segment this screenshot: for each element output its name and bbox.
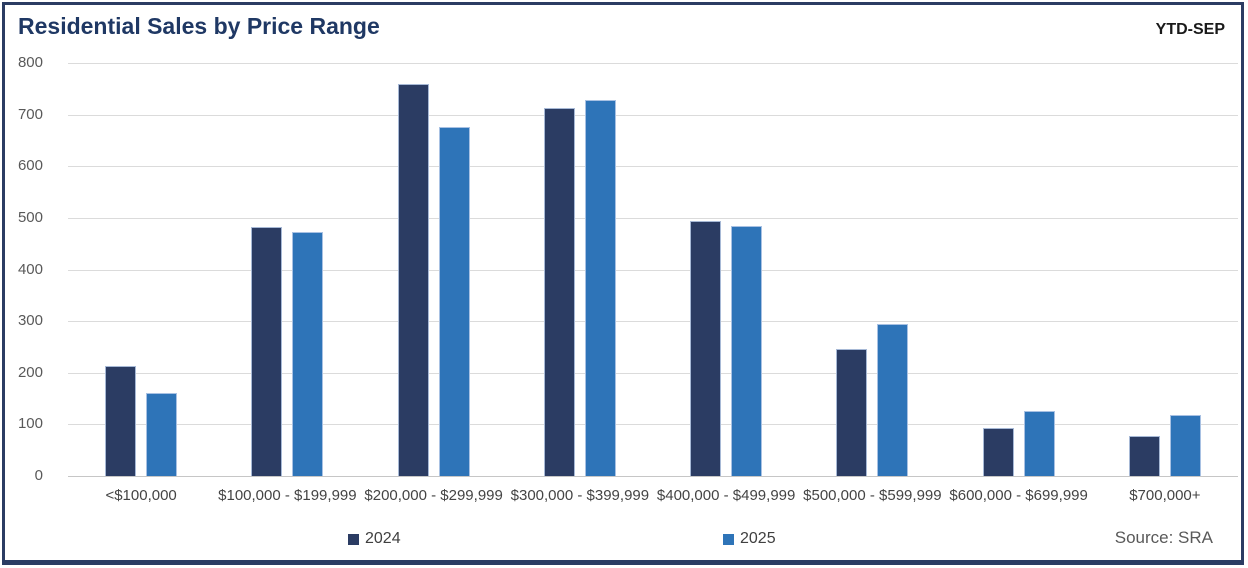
gridline-400 — [68, 269, 1238, 271]
x-category-label: $600,000 - $699,999 — [949, 487, 1088, 504]
y-tick-label: 700 — [17, 105, 43, 123]
y-tick-label: 500 — [17, 208, 43, 226]
y-tick-label: 300 — [17, 312, 43, 330]
bar-2025 — [877, 324, 909, 476]
gridline-800 — [68, 63, 1238, 64]
bar-2025 — [438, 126, 470, 476]
bar-group — [507, 63, 653, 476]
x-category-label: $100,000 - $199,999 — [218, 487, 357, 504]
bar-2024 — [690, 220, 722, 476]
y-tick-label: 200 — [17, 363, 43, 381]
x-category-label: $700,000+ — [1129, 487, 1201, 504]
bar-group — [1092, 63, 1238, 476]
bar-group — [653, 63, 799, 476]
gridline-200 — [68, 372, 1238, 374]
gridline-600 — [68, 166, 1238, 168]
source-label: Source: SRA — [1114, 528, 1213, 547]
y-tick-label: 600 — [17, 157, 43, 175]
y-tick-label: 400 — [17, 260, 43, 278]
gridline-0 — [68, 476, 1238, 477]
legend-swatch-icon — [348, 533, 359, 545]
bar-2025 — [1169, 415, 1201, 476]
bar-2024 — [1128, 435, 1160, 476]
bar-2024 — [397, 83, 429, 476]
x-category-label: $300,000 - $399,999 — [510, 487, 650, 504]
y-tick-label: 100 — [17, 415, 43, 433]
gridline-100 — [68, 424, 1238, 426]
x-axis: <$100,000 $100,000 - $199,999 $200,000 - $… — [68, 487, 1238, 504]
bar-2025 — [584, 100, 616, 476]
bar-2024 — [105, 366, 137, 476]
plot-area — [68, 63, 1238, 477]
bar-2025 — [146, 392, 178, 476]
bar-2025 — [292, 232, 324, 476]
period-label: YTD-SEP — [1155, 21, 1225, 38]
x-category-label: <$100,000 — [105, 487, 177, 504]
legend-label: 2024 — [365, 530, 401, 547]
bar-group — [361, 63, 507, 476]
bar-group — [214, 63, 360, 476]
x-category-label: $400,000 - $499,999 — [656, 487, 796, 504]
bar-group — [68, 63, 214, 476]
bar-2024 — [543, 107, 575, 476]
y-tick-label: 800 — [17, 54, 43, 71]
legend-swatch-icon — [723, 533, 734, 545]
bar-2025 — [731, 226, 763, 476]
gridline-300 — [68, 321, 1238, 323]
bar-2025 — [1023, 410, 1055, 476]
x-category-label: $500,000 - $599,999 — [803, 487, 942, 504]
legend-label: 2025 — [740, 530, 776, 547]
x-category-label: $200,000 - $299,999 — [364, 487, 503, 504]
bar-groups — [68, 63, 1238, 476]
bar-2024 — [251, 226, 283, 476]
legend-item-2025: 2025 — [723, 530, 776, 548]
gridline-700 — [68, 114, 1238, 116]
chart-title: Residential Sales by Price Range — [18, 13, 380, 39]
bar-2024 — [836, 349, 868, 476]
bar-group — [946, 63, 1092, 476]
gridline-500 — [68, 217, 1238, 219]
legend-item-2024: 2024 — [348, 530, 401, 548]
bar-2024 — [982, 428, 1014, 476]
bar-group — [799, 63, 945, 476]
y-tick-label: 0 — [34, 467, 43, 484]
